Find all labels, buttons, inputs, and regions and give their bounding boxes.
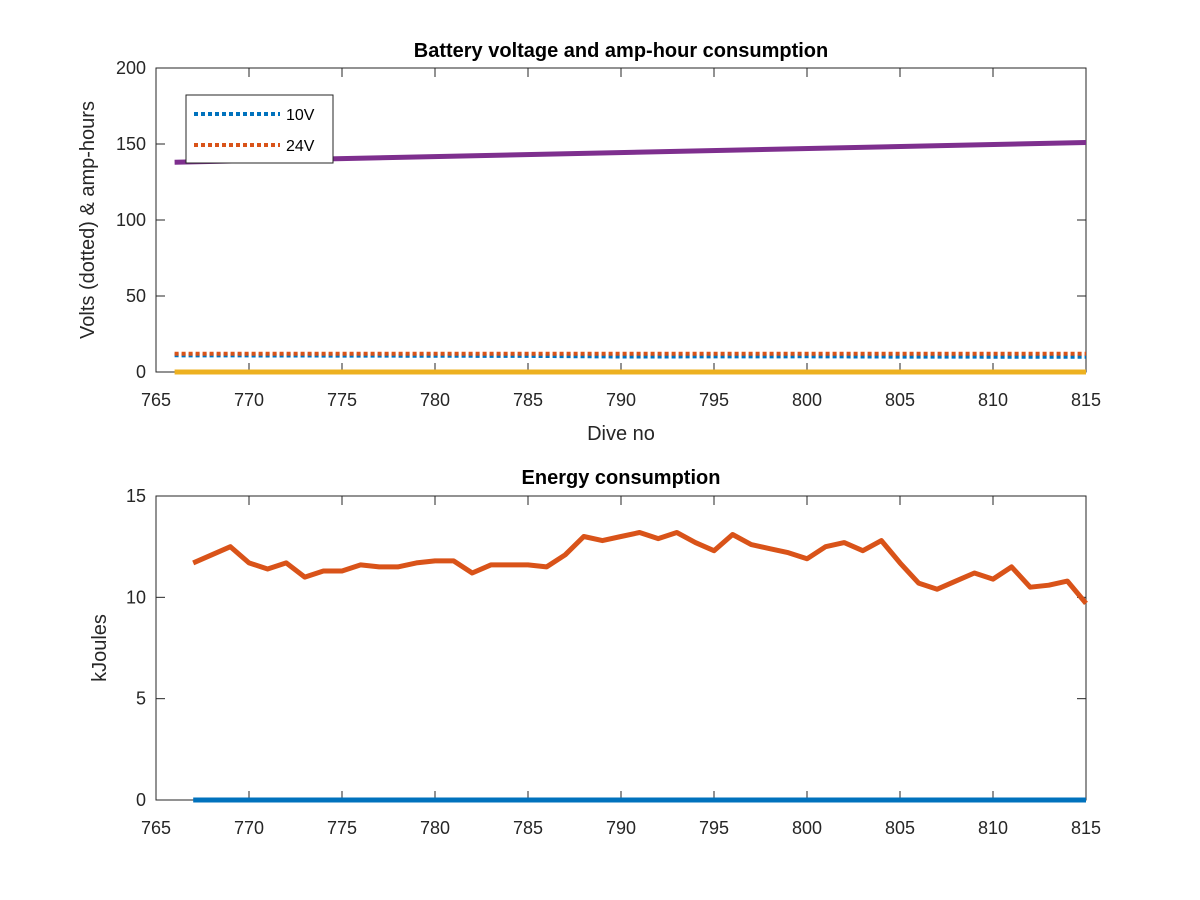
energy-chart-x-tick-label: 795 <box>699 818 729 838</box>
legend-entry-10v: 10V <box>286 107 315 124</box>
battery-chart-y-tick-label: 200 <box>116 58 146 78</box>
battery-chart-x-tick-label: 800 <box>792 390 822 410</box>
energy-chart-x-tick-label: 775 <box>327 818 357 838</box>
battery-voltage-chart: Battery voltage and amp-hour consumption… <box>77 40 1101 445</box>
battery-chart-x-axis-label: Dive no <box>587 423 655 445</box>
battery-chart-x-tick-label: 785 <box>513 390 543 410</box>
energy-chart-y-tick-label: 10 <box>126 587 146 607</box>
energy-chart-x-tick-label: 785 <box>513 818 543 838</box>
energy-chart-x-tick-label: 770 <box>234 818 264 838</box>
battery-chart-y-tick-label: 100 <box>116 210 146 230</box>
battery-chart-x-tick-label: 815 <box>1071 390 1101 410</box>
legend-entry-24v: 24V <box>286 138 315 155</box>
energy-chart-x-tick-label: 810 <box>978 818 1008 838</box>
battery-chart-y-tick-label: 50 <box>126 286 146 306</box>
battery-chart-x-tick-label: 795 <box>699 390 729 410</box>
battery-chart-legend: 10V 24V <box>185 94 334 164</box>
battery-chart-x-tick-label: 810 <box>978 390 1008 410</box>
energy-chart-ticks: 765 770 775 780 785 790 795 800 805 810 815 0 5 10 15 <box>126 486 1101 838</box>
energy-chart-x-tick-label: 765 <box>141 818 171 838</box>
energy-chart-y-tick-label: 0 <box>136 790 146 810</box>
energy-chart-y-tick-label: 5 <box>136 689 146 709</box>
battery-chart-x-tick-label: 805 <box>885 390 915 410</box>
battery-chart-x-tick-label: 770 <box>234 390 264 410</box>
energy-chart-axes-box <box>155 495 1087 801</box>
energy-chart-plot-area <box>192 530 1088 803</box>
battery-chart-y-tick-label: 0 <box>136 362 146 382</box>
battery-chart-x-tick-label: 790 <box>606 390 636 410</box>
energy-chart-y-tick-label: 15 <box>126 486 146 506</box>
battery-chart-x-tick-label: 765 <box>141 390 171 410</box>
energy-chart-x-tick-label: 815 <box>1071 818 1101 838</box>
battery-chart-x-tick-label: 775 <box>327 390 357 410</box>
battery-chart-x-tick-label: 780 <box>420 390 450 410</box>
energy-chart-x-tick-label: 780 <box>420 818 450 838</box>
energy-consumption-chart: Energy consumption kJoules 765 770 775 780 7… <box>89 467 1101 838</box>
battery-chart-ticks: 765 770 775 780 785 790 795 800 805 810 815 0 50 100 1… <box>116 58 1101 410</box>
battery-chart-y-tick-label: 150 <box>116 134 146 154</box>
battery-chart-y-axis-label: Volts (dotted) & amp-hours <box>77 101 99 339</box>
energy-chart-x-tick-label: 800 <box>792 818 822 838</box>
energy-chart-y-axis-label: kJoules <box>89 614 111 682</box>
energy-chart-x-tick-label: 790 <box>606 818 636 838</box>
battery-chart-title: Battery voltage and amp-hour consumption <box>414 40 828 62</box>
energy-chart-line-series-0 <box>192 530 1088 606</box>
energy-chart-x-tick-label: 805 <box>885 818 915 838</box>
energy-chart-title: Energy consumption <box>522 467 721 489</box>
legend-box <box>185 94 334 164</box>
